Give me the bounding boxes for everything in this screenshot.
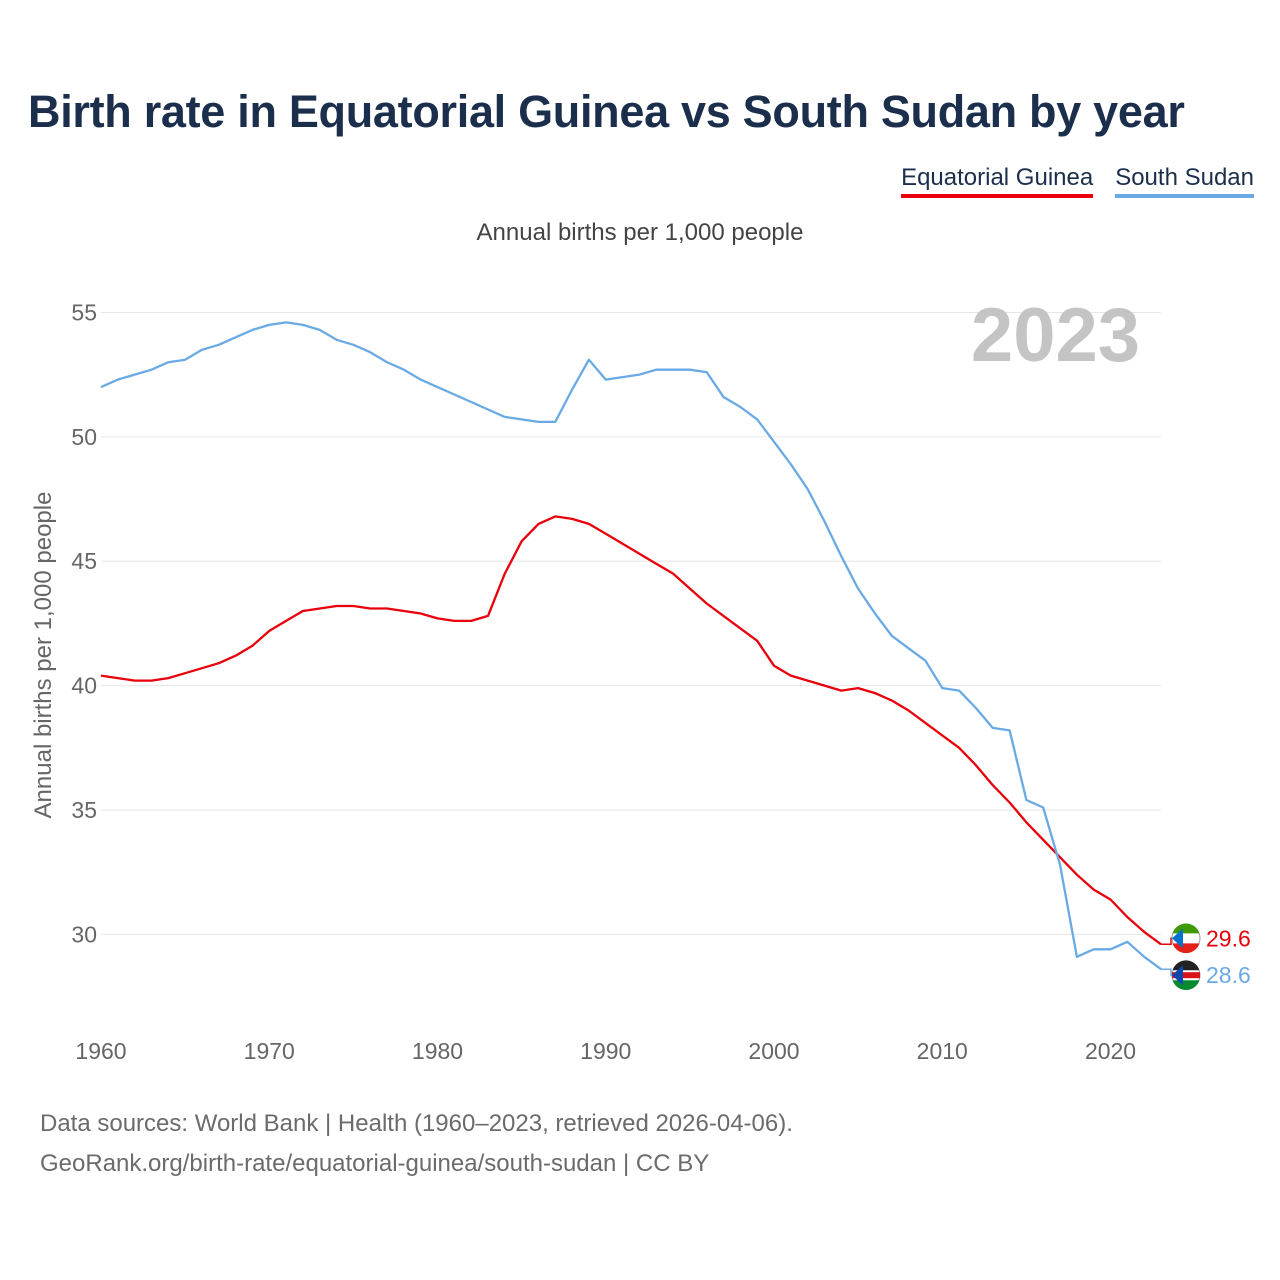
y-tick-label: 30: [71, 921, 97, 947]
x-tick-label: 2000: [748, 1038, 799, 1064]
x-tick-label: 1980: [412, 1038, 463, 1064]
end-value-label-equatorial-guinea: 29.6: [1206, 925, 1251, 951]
end-value-label-south-sudan: 28.6: [1206, 962, 1251, 988]
flag-stripe: [1173, 980, 1199, 991]
flag-triangle: [1172, 928, 1183, 949]
y-tick-label: 55: [71, 299, 97, 325]
flag-triangle: [1172, 965, 1183, 986]
chart-title: Birth rate in Equatorial Guinea vs South…: [28, 86, 1185, 137]
year-watermark: 2023: [971, 293, 1140, 378]
legend: Equatorial Guinea South Sudan: [901, 164, 1254, 198]
y-axis-label: Annual births per 1,000 people: [30, 492, 57, 819]
y-tick-label: 35: [71, 797, 97, 823]
x-tick-label: 2010: [917, 1038, 968, 1064]
x-tick-label: 2020: [1085, 1038, 1136, 1064]
x-tick-label: 1960: [75, 1038, 126, 1064]
series-line-south-sudan: [100, 321, 1162, 971]
footer-attribution[interactable]: GeoRank.org/birth-rate/equatorial-guinea…: [40, 1150, 710, 1177]
line-chart: Annual births per 1,000 people Annual bir…: [30, 219, 1251, 1064]
y-tick-label: 45: [71, 548, 97, 574]
legend-item-equatorial-guinea[interactable]: Equatorial Guinea: [901, 164, 1094, 198]
legend-item-south-sudan[interactable]: South Sudan: [1115, 164, 1254, 198]
flag-stripe: [1173, 923, 1199, 934]
x-tick-label: 1990: [580, 1038, 631, 1064]
flag-stripe: [1172, 972, 1200, 979]
flag-stripe: [1173, 960, 1199, 971]
series-line-equatorial-guinea: [100, 515, 1162, 946]
footer: Data sources: World Bank | Health (1960–…: [40, 1104, 793, 1184]
y-tick-label: 50: [71, 424, 97, 450]
chart-subtitle: Annual births per 1,000 people: [477, 219, 804, 246]
x-tick-label: 1970: [244, 1038, 295, 1064]
footer-sources: Data sources: World Bank | Health (1960–…: [40, 1110, 793, 1137]
y-tick-label: 40: [71, 673, 97, 699]
flag-stripe: [1173, 943, 1199, 954]
